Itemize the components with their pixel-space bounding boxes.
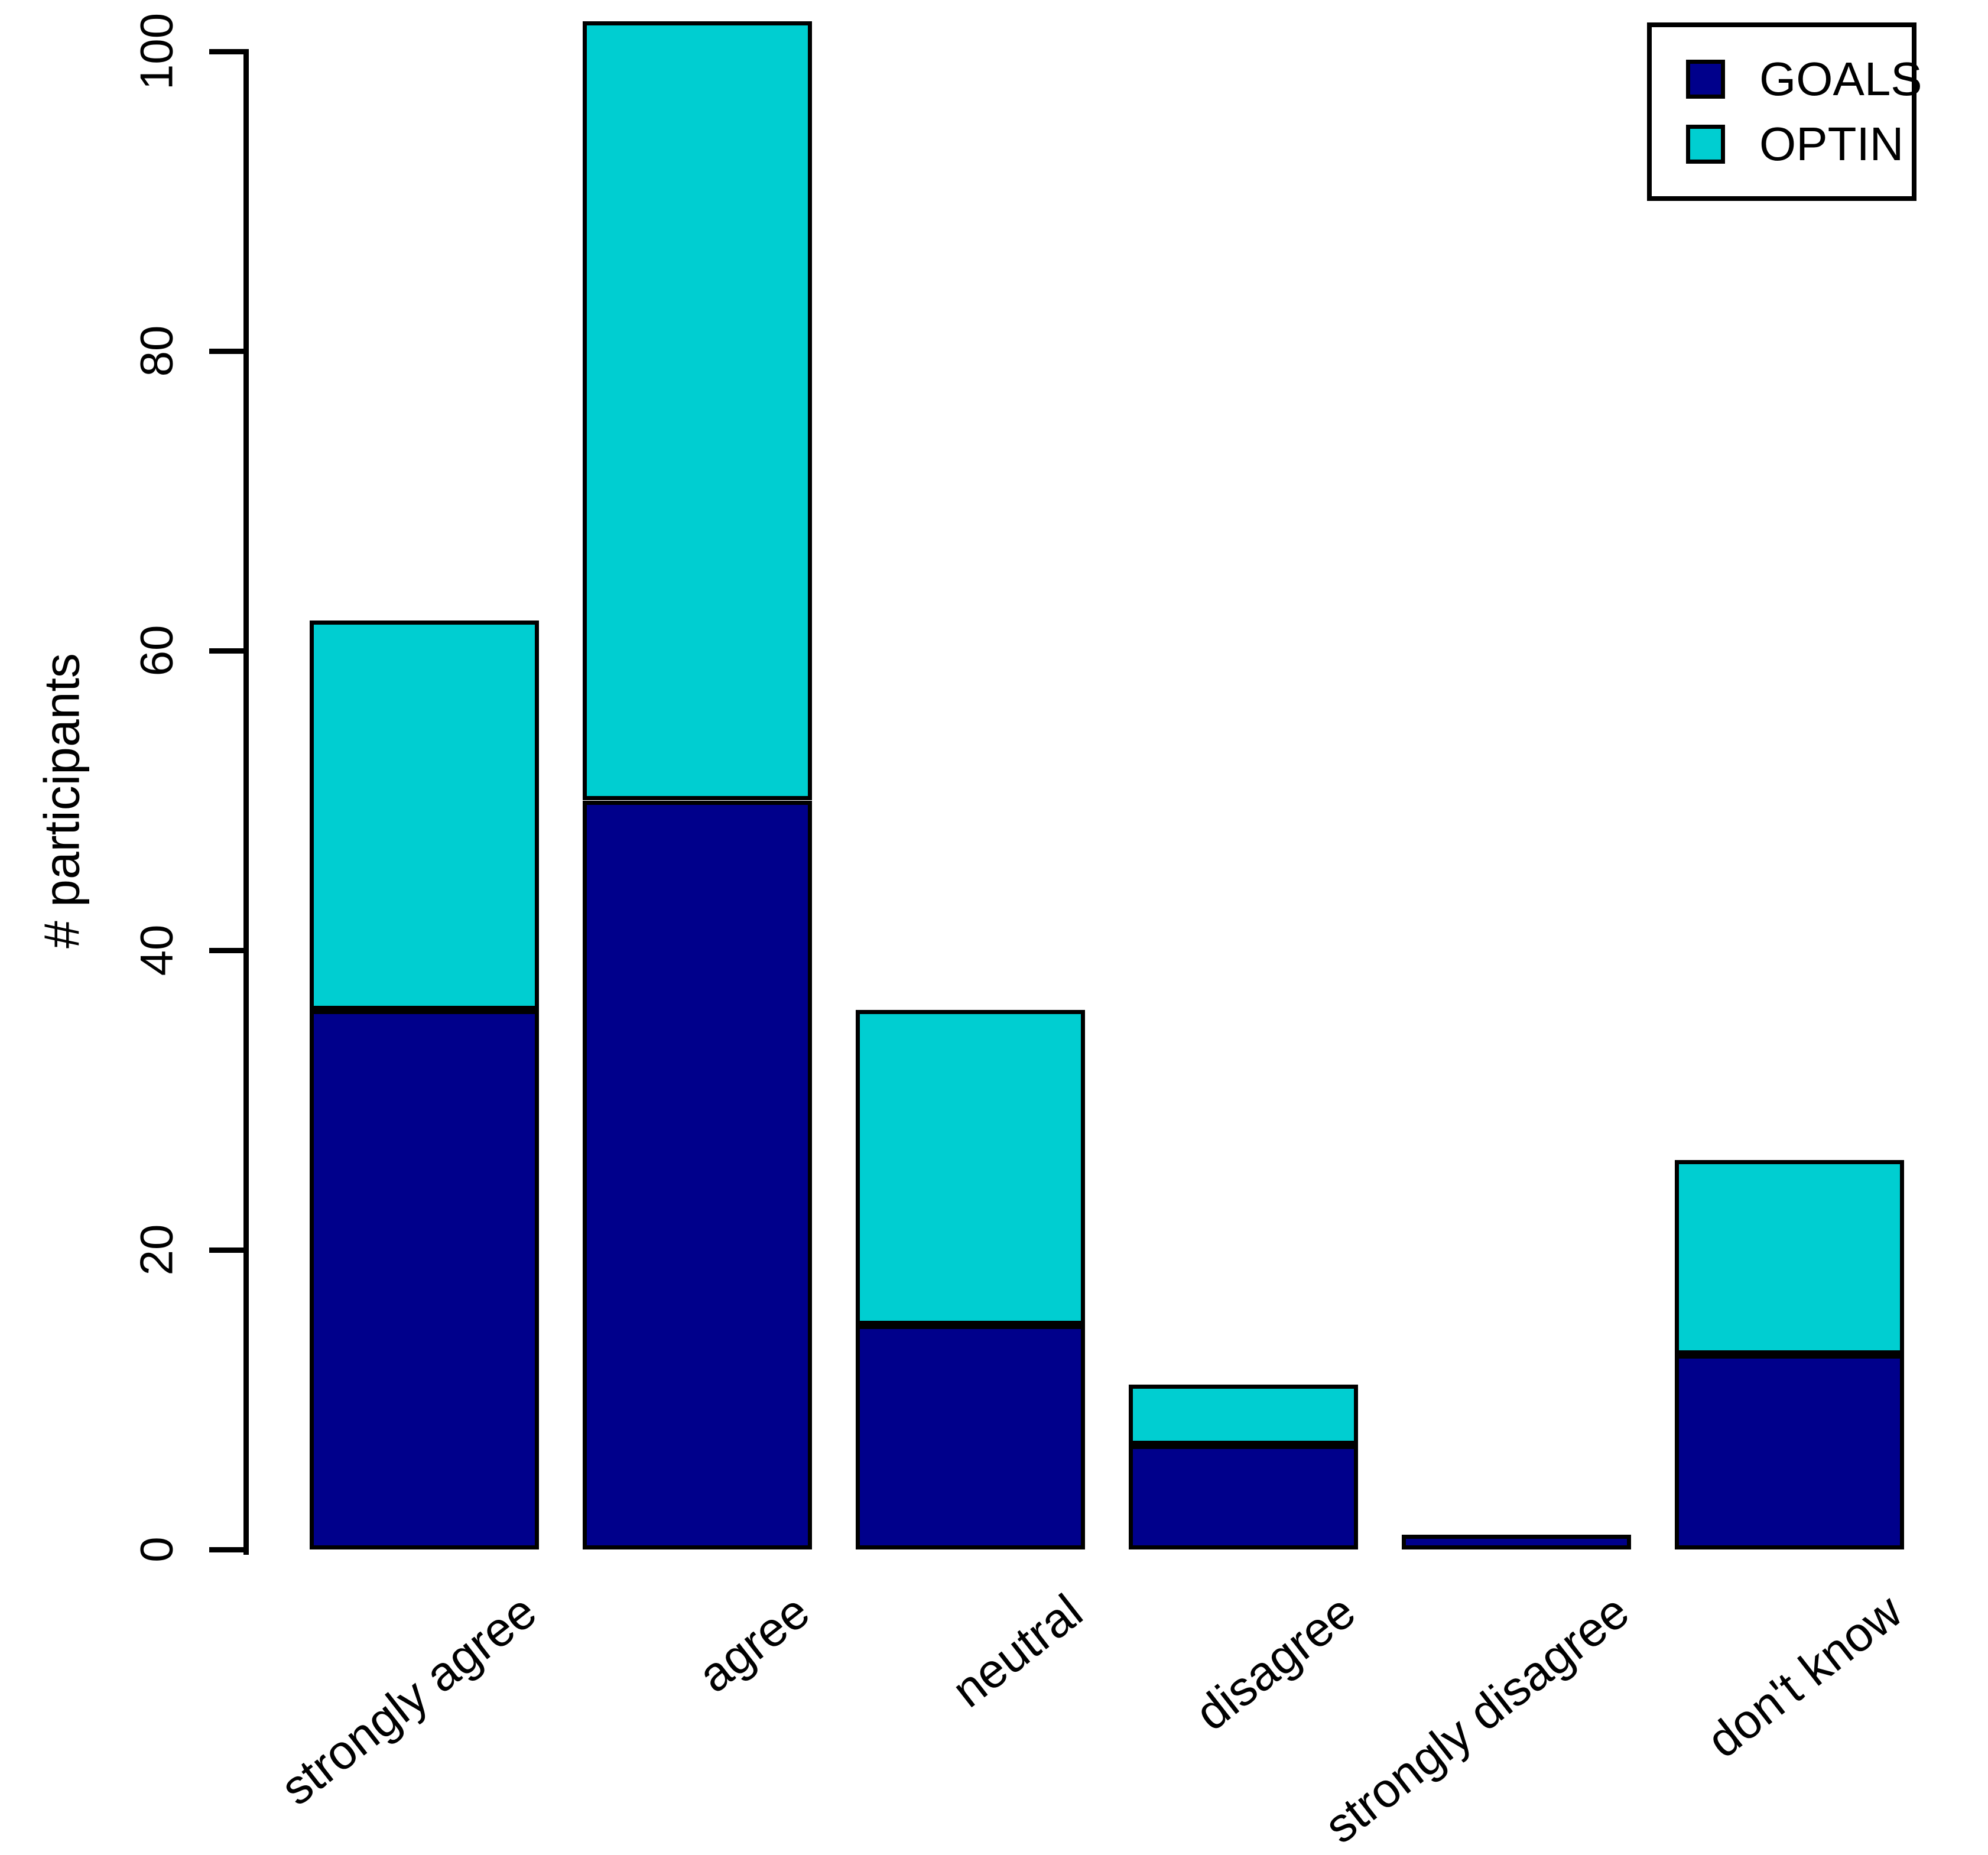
y-tick-mark-60 [209, 648, 243, 654]
y-tick-label-0: 0 [130, 1536, 183, 1562]
legend-item-optin: OPTIN [1686, 118, 1912, 170]
bar-segment-goals-don-t-know [1675, 1354, 1904, 1549]
bar-segment-optin-don-t-know [1675, 1159, 1904, 1355]
x-axis-label-agree: agree [688, 1584, 820, 1703]
y-tick-mark-100 [209, 49, 243, 54]
bar-segment-optin-neutral [856, 1010, 1085, 1325]
y-tick-mark-20 [209, 1248, 243, 1253]
y-tick-mark-0 [209, 1547, 243, 1552]
bar-segment-goals-strongly-agree [310, 1010, 539, 1549]
bar-segment-goals-disagree [1129, 1444, 1358, 1549]
legend-label-optin: OPTIN [1759, 118, 1904, 170]
bar-segment-goals-neutral [856, 1324, 1085, 1549]
y-axis-title: # participants [34, 653, 90, 948]
legend-item-goals: GOALS [1686, 53, 1922, 105]
legend: GOALS OPTIN [1647, 22, 1922, 201]
bar-segment-goals-strongly-disagree [1402, 1534, 1631, 1549]
x-axis-label-strongly-agree: strongly agree [271, 1584, 547, 1816]
x-axis-label-don-t-know: don't know [1697, 1584, 1912, 1769]
bar-segment-goals-agree [583, 800, 812, 1549]
x-axis-label-neutral: neutral [943, 1584, 1093, 1718]
legend-swatch-optin [1686, 125, 1725, 164]
bar-segment-optin-agree [583, 21, 812, 801]
y-tick-label-80: 80 [130, 325, 183, 377]
legend-swatch-goals [1686, 60, 1725, 99]
y-tick-mark-40 [209, 948, 243, 953]
y-tick-label-40: 40 [130, 924, 183, 976]
y-tick-label-20: 20 [130, 1224, 183, 1276]
y-tick-mark-80 [209, 349, 243, 354]
y-axis-line [243, 49, 249, 1555]
x-axis-label-disagree: disagree [1185, 1584, 1366, 1742]
y-tick-label-100: 100 [130, 12, 183, 90]
bar-segment-optin-disagree [1129, 1385, 1358, 1445]
bar-segment-optin-strongly-agree [310, 621, 539, 1011]
y-tick-label-60: 60 [130, 625, 183, 677]
stacked-bar-chart: # participants 0 20 40 60 80 100 strongly agr… [34, 12, 1922, 1854]
legend-label-goals: GOALS [1759, 53, 1922, 105]
